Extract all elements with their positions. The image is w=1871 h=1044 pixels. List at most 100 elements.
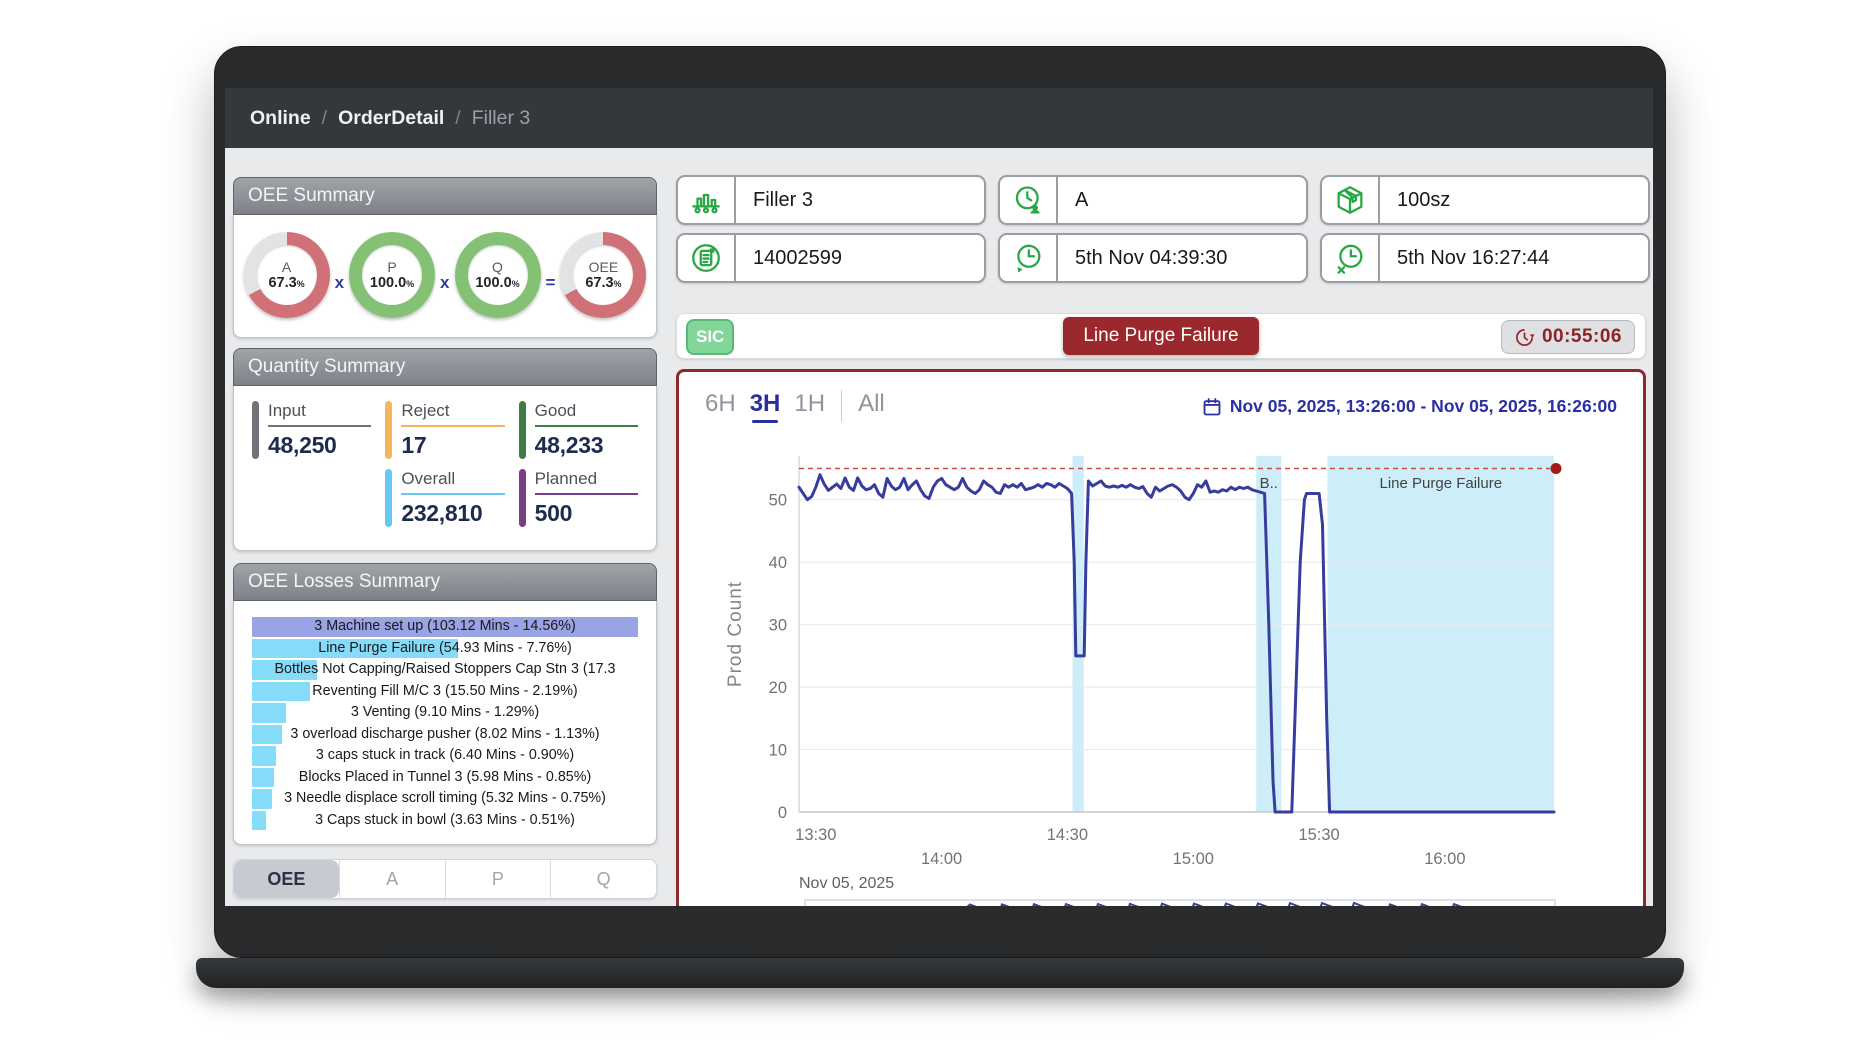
- stat-content: Good48,233: [535, 401, 638, 459]
- donut-label: P: [387, 259, 396, 275]
- loss-label: 3 Caps stuck in bowl (3.63 Mins - 0.51%): [252, 810, 638, 832]
- stat-label: Good: [535, 401, 638, 427]
- donut-oee: OEE67.3%: [560, 232, 646, 318]
- oee-summary-panel: OEE Summary A67.3%xP100.0%xQ100.0%=OEE67…: [233, 177, 657, 338]
- oee-summary-title: OEE Summary: [248, 185, 375, 207]
- breadcrumb-item-filler-3: Filler 3: [472, 107, 531, 130]
- timer-value: 00:55:06: [1542, 326, 1622, 348]
- x-tick-label: 13:30: [795, 826, 836, 844]
- field-value: 100sz: [1380, 177, 1450, 223]
- loss-label: 3 overload discharge pusher (8.02 Mins -…: [252, 724, 638, 746]
- x-tick-label: 14:00: [921, 850, 962, 868]
- band-label: Line Purge Failure: [1380, 475, 1503, 492]
- operator: x: [439, 273, 450, 293]
- oee-donut-row: A67.3%xP100.0%xQ100.0%=OEE67.3%: [234, 215, 656, 335]
- field-value: Filler 3: [736, 177, 813, 223]
- x-tick-label: 15:00: [1173, 850, 1214, 868]
- stat-content: Overall 232,810: [401, 469, 504, 527]
- y-tick-label: 10: [769, 742, 787, 760]
- tab-a[interactable]: A: [339, 860, 445, 898]
- band-label: B..: [1260, 475, 1278, 492]
- stat-reject: Reject17: [385, 401, 504, 459]
- stat-planned: Planned 500: [519, 469, 638, 527]
- loss-row[interactable]: 3 caps stuck in track (6.40 Mins - 0.90%…: [252, 745, 638, 767]
- prod-count-chart: 01020304050B..Line Purge Failure13:3014:…: [679, 372, 1643, 906]
- stat-overall: Overall 232,810: [385, 469, 504, 527]
- stat-value: 232,810: [401, 500, 504, 527]
- field-production-line[interactable]: Filler 3: [676, 175, 986, 225]
- y-tick-label: 0: [778, 804, 787, 822]
- loss-label: 3 Venting (9.10 Mins - 1.29%): [252, 702, 638, 724]
- oee-losses-body: 3 Machine set up (103.12 Mins - 14.56%)L…: [233, 601, 657, 845]
- donut-a: A67.3%: [244, 232, 330, 318]
- field-package-box[interactable]: 100sz: [1320, 175, 1650, 225]
- donut-inner: OEE67.3%: [560, 232, 646, 318]
- threshold-dot: [1551, 463, 1562, 474]
- clock-start-icon: [1000, 235, 1058, 281]
- status-row: SIC Line Purge Failure 00:55:06: [676, 313, 1646, 359]
- field-clock-end[interactable]: 5th Nov 16:27:44: [1320, 233, 1650, 283]
- alarm-badge[interactable]: Line Purge Failure: [1063, 317, 1258, 355]
- stat-value: 500: [535, 500, 638, 527]
- countdown-clock-icon: [1514, 327, 1535, 348]
- chart-svg: 01020304050B..Line Purge Failure13:3014:…: [679, 372, 1643, 906]
- breadcrumb-separator: /: [322, 107, 327, 130]
- loss-row[interactable]: 3 overload discharge pusher (8.02 Mins -…: [252, 724, 638, 746]
- loss-label: Reventing Fill M/C 3 (15.50 Mins - 2.19%…: [252, 681, 638, 703]
- breadcrumb-item-online[interactable]: Online: [250, 107, 311, 130]
- tab-q[interactable]: Q: [550, 860, 656, 898]
- loss-label: 3 caps stuck in track (6.40 Mins - 0.90%…: [252, 745, 638, 767]
- stat-value: 48,250: [268, 432, 371, 459]
- metric-tab-bar: OEEAPQ: [233, 859, 657, 899]
- loss-row[interactable]: Blocks Placed in Tunnel 3 (5.98 Mins - 0…: [252, 767, 638, 789]
- operator: x: [334, 273, 345, 293]
- breadcrumb-separator: /: [455, 107, 460, 130]
- y-tick-label: 20: [769, 679, 787, 697]
- field-clock-start[interactable]: 5th Nov 04:39:30: [998, 233, 1308, 283]
- stat-accent-bar: [519, 469, 526, 527]
- stat-content: Planned 500: [535, 469, 638, 527]
- donut-value: 100.0%: [475, 275, 519, 291]
- shift-clock-icon: [1000, 177, 1058, 223]
- loss-row[interactable]: 3 Caps stuck in bowl (3.63 Mins - 0.51%): [252, 810, 638, 832]
- loss-label: 3 Machine set up (103.12 Mins - 14.56%): [252, 616, 638, 638]
- field-value: 14002599: [736, 235, 842, 281]
- prod-count-chart-panel: 6H3H1HAll Nov 05, 2025, 13:26:00 - Nov 0…: [676, 369, 1646, 906]
- sic-badge[interactable]: SIC: [686, 319, 734, 355]
- tab-oee[interactable]: OEE: [234, 860, 339, 898]
- loss-row[interactable]: Line Purge Failure (54.93 Mins - 7.76%): [252, 638, 638, 660]
- loss-row[interactable]: 3 Machine set up (103.12 Mins - 14.56%): [252, 616, 638, 638]
- x-tick-label: 16:00: [1424, 850, 1465, 868]
- oee-losses-panel: OEE Losses Summary 3 Machine set up (103…: [233, 563, 657, 845]
- field-value: A: [1058, 177, 1088, 223]
- stat-accent-bar: [385, 401, 392, 459]
- stat-label: Planned: [535, 469, 638, 495]
- loss-row[interactable]: 3 Venting (9.10 Mins - 1.29%): [252, 702, 638, 724]
- y-tick-label: 50: [769, 492, 787, 510]
- tab-p[interactable]: P: [445, 860, 551, 898]
- chart-navigator[interactable]: [805, 900, 1555, 906]
- clock-end-icon: [1322, 235, 1380, 281]
- field-order-document[interactable]: 14002599: [676, 233, 986, 283]
- x-tick-label: 14:30: [1047, 826, 1088, 844]
- downtime-band[interactable]: [1328, 456, 1555, 812]
- production-line-icon: [678, 177, 736, 223]
- field-shift-clock[interactable]: A: [998, 175, 1308, 225]
- stat-label: Overall: [401, 469, 504, 495]
- oee-losses-header: OEE Losses Summary: [233, 563, 657, 601]
- quantity-summary-title: Quantity Summary: [248, 356, 405, 378]
- stat-label: Input: [268, 401, 371, 427]
- donut-inner: A67.3%: [244, 232, 330, 318]
- loss-row[interactable]: Bottles Not Capping/Raised Stoppers Cap …: [252, 659, 638, 681]
- x-axis-date-label: Nov 05, 2025: [799, 875, 894, 892]
- order-fields: Filler 3 A 100sz 14002599 5th Nov 04:39:305t…: [676, 175, 1650, 283]
- breadcrumb-item-orderdetail[interactable]: OrderDetail: [338, 107, 444, 130]
- donut-unit: %: [512, 279, 520, 289]
- stat-good: Good48,233: [519, 401, 638, 459]
- y-tick-label: 40: [769, 554, 787, 572]
- donut-value: 100.0%: [370, 275, 414, 291]
- loss-row[interactable]: Reventing Fill M/C 3 (15.50 Mins - 2.19%…: [252, 681, 638, 703]
- donut-p: P100.0%: [349, 232, 435, 318]
- stat-accent-bar: [385, 469, 392, 527]
- loss-row[interactable]: 3 Needle displace scroll timing (5.32 Mi…: [252, 788, 638, 810]
